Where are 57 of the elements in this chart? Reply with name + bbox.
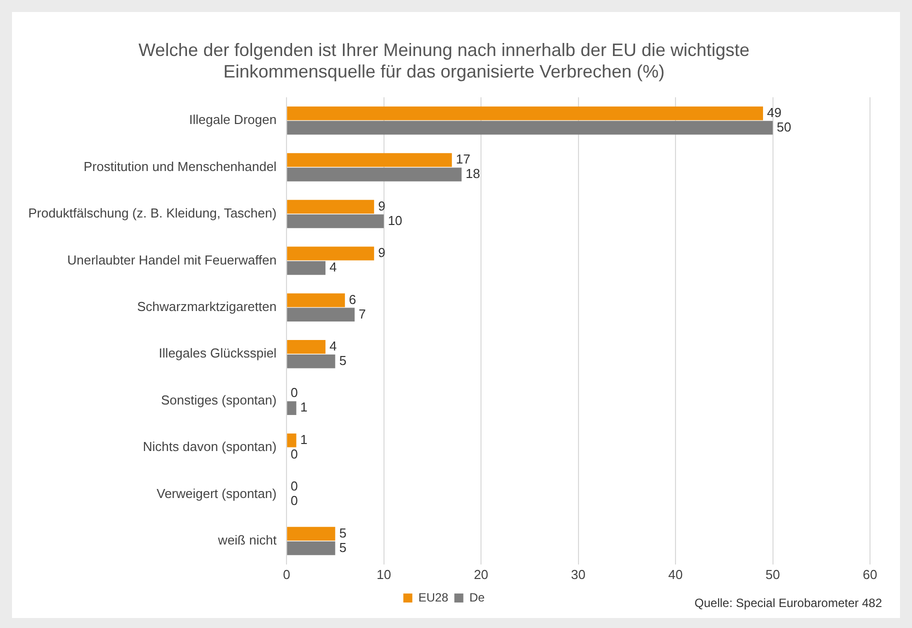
y-tick-label: Prostitution und Menschenhandel [84,158,277,174]
legend-label: EU28 [418,590,449,604]
y-tick-label: Verweigert (spontan) [156,486,277,501]
bar [287,308,355,322]
bar [287,401,296,415]
y-tick-label: weiß nicht [217,532,277,548]
y-tick-label: Sonstiges (spontan) [160,392,277,408]
data-label: 9 [378,198,386,214]
bar [287,214,384,228]
data-label: 4 [329,260,337,275]
data-label: 18 [466,166,480,182]
chart-title: Welche der folgenden ist Ihrer Meinung nach innerhalb der EU die wichtigste Einkommensquelle für das organisierte Verbrechen (%) [138,40,750,82]
data-label: 7 [358,306,366,322]
x-tick-label: 60 [862,566,878,582]
data-label: 0 [290,385,298,400]
x-tick-label: 30 [571,566,586,582]
data-label: 0 [290,493,298,508]
x-tick-label: 10 [376,566,392,582]
legend-label: De [469,590,486,604]
data-label: 0 [290,446,298,462]
data-label: 5 [339,352,346,368]
x-tick-label: 50 [766,566,780,582]
data-label: 5 [339,525,346,540]
bar [287,340,326,354]
x-tick-label: 20 [474,566,488,582]
data-label: 1 [300,432,308,447]
data-label: 0 [290,478,298,494]
data-label: 9 [378,245,386,260]
data-label: 1 [300,400,308,415]
bar [287,120,773,135]
bar [287,106,764,120]
x-tick-label: 40 [668,566,683,582]
source-note: Quelle: Special Eurobarometer 482 [694,596,882,610]
data-label: 17 [456,152,470,167]
data-label: 50 [776,119,792,134]
y-tick-label: Schwarzmarktzigaretten [137,299,277,314]
bar [287,168,462,182]
y-tick-label: Illegale Drogen [189,112,277,128]
y-tick-label: Nichts davon (spontan) [142,439,277,454]
data-label: 49 [767,104,782,120]
bar [287,433,296,448]
x-tick-label: 0 [282,566,290,582]
y-tick-label: Unerlaubter Handel mit Feuerwaffen [67,252,277,268]
bar [287,526,336,541]
bar [287,153,452,167]
bar [287,541,336,556]
bar [287,354,336,368]
data-label: 10 [388,212,402,228]
bar [287,261,326,275]
bar [287,293,345,308]
y-tick-label: Produktfälschung (z. B. Kleidung, Taschen) [28,206,277,221]
y-tick-label: Illegales Glücksspiel [158,346,277,361]
bar [287,246,374,260]
data-label: 6 [348,292,356,307]
bar [287,200,374,214]
data-label: 5 [339,540,346,555]
data-label: 4 [329,338,337,354]
